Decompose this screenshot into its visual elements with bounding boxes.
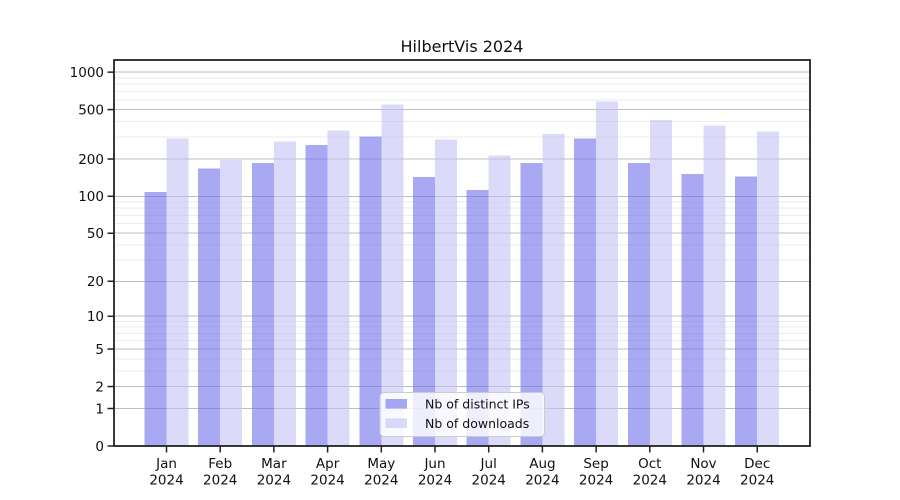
plot-frame (113, 59, 811, 447)
bar-nb-of-downloads-jun (435, 139, 457, 446)
bar-nb-of-downloads-jul (488, 155, 511, 447)
legend-label-nb-of-downloads: Nb of downloads (425, 416, 529, 431)
x-tick-label-month: Feb (208, 456, 232, 472)
y-tick-label: 50 (87, 226, 104, 242)
legend-label-nb-of-distinct-ips: Nb of distinct IPs (425, 397, 530, 412)
bar-nb-of-distinct-ips-oct (627, 162, 650, 447)
x-tick-label-month: Jan (155, 456, 177, 472)
y-tick-label: 20 (87, 274, 104, 290)
y-tick-label: 200 (78, 152, 104, 168)
x-tick-label-year: 2024 (525, 473, 559, 489)
bar-nb-of-distinct-ips-sep (574, 138, 597, 446)
bar-nb-of-downloads-nov (703, 125, 726, 446)
bar-nb-of-distinct-ips-jul (466, 190, 489, 446)
bar-nb-of-downloads-dec (757, 131, 780, 446)
x-tick-label-month: Sep (583, 456, 608, 472)
bar-nb-of-downloads-feb (220, 160, 243, 447)
y-tick-label: 2 (95, 379, 104, 395)
y-tick-label: 1000 (70, 65, 104, 81)
x-tick-label-year: 2024 (633, 473, 667, 489)
x-tick-label-year: 2024 (149, 473, 183, 489)
x-tick-label-year: 2024 (740, 473, 774, 489)
y-tick-label: 100 (78, 189, 104, 205)
x-tick-label-year: 2024 (310, 473, 344, 489)
y-tick-label: 5 (95, 342, 104, 358)
bar-nb-of-distinct-ips-apr (305, 144, 328, 446)
legend-box (379, 392, 545, 437)
x-tick-label-month: Jul (480, 456, 497, 472)
x-tick-label-year: 2024 (418, 473, 452, 489)
x-tick-label-month: Apr (316, 456, 340, 472)
bar-nb-of-distinct-ips-aug (520, 162, 543, 447)
x-tick-label-year: 2024 (364, 473, 398, 489)
legend-swatch-nb-of-distinct-ips (385, 399, 407, 409)
bar-nb-of-distinct-ips-jun (413, 177, 435, 446)
y-tick-label: 1 (95, 401, 104, 417)
x-tick-label-month: Oct (638, 456, 661, 472)
y-tick-label: 0 (95, 439, 104, 455)
x-tick-label-year: 2024 (203, 473, 237, 489)
bar-nb-of-distinct-ips-jan (144, 192, 167, 446)
x-tick-label-month: May (367, 456, 395, 472)
bar-nb-of-distinct-ips-feb (198, 168, 221, 446)
x-tick-label-month: Aug (529, 456, 555, 472)
x-tick-label-month: Nov (690, 456, 716, 472)
bar-nb-of-downloads-mar (273, 141, 296, 446)
chart-title: HilbertVis 2024 (401, 37, 524, 56)
x-tick-label-year: 2024 (257, 473, 291, 489)
bar-nb-of-distinct-ips-mar (251, 163, 274, 446)
y-tick-label: 10 (87, 309, 104, 325)
bar-nb-of-downloads-oct (649, 119, 672, 447)
bar-nb-of-distinct-ips-dec (735, 176, 758, 446)
bar-nb-of-downloads-may (381, 104, 404, 446)
bar-nb-of-distinct-ips-nov (681, 174, 704, 447)
y-tick-label: 500 (78, 102, 104, 118)
bar-nb-of-downloads-apr (327, 130, 350, 446)
x-tick-label-month: Jun (423, 456, 445, 472)
bar-nb-of-downloads-sep (596, 101, 619, 446)
legend-swatch-nb-of-downloads (385, 418, 407, 428)
bar-nb-of-downloads-jan (166, 138, 189, 447)
bar-nb-of-distinct-ips-may (359, 136, 382, 446)
bar-nb-of-downloads-aug (542, 133, 565, 446)
x-tick-label-year: 2024 (472, 473, 506, 489)
x-tick-label-year: 2024 (686, 473, 720, 489)
x-tick-label-month: Mar (261, 456, 287, 472)
x-tick-label-month: Dec (744, 456, 770, 472)
x-tick-label-year: 2024 (579, 473, 613, 489)
